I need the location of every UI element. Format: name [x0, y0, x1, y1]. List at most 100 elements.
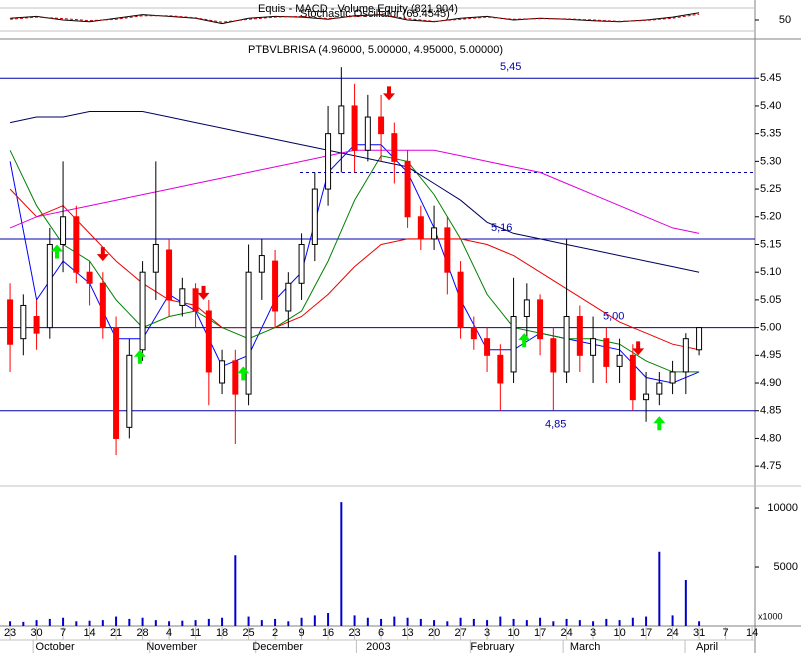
y-tick-label: 5.10 [760, 266, 781, 278]
candle-body [33, 316, 40, 334]
y-tick-label: 5.45 [760, 72, 781, 84]
candle-body [285, 282, 292, 312]
indicator-subtitle: Stochastic Oscillator (65.4545) [300, 8, 450, 20]
y-tick-label: 5.15 [760, 238, 781, 250]
y-tick-label: 4.90 [760, 377, 781, 389]
buy-arrow [518, 333, 531, 348]
candle-body [669, 371, 676, 384]
candle-body [417, 216, 424, 240]
candle-body [696, 327, 703, 351]
candle-body [73, 216, 80, 273]
month-label: February [470, 641, 515, 653]
month-label: December [252, 641, 303, 653]
candle-body [60, 216, 67, 245]
x-tick-label: 17 [534, 627, 546, 639]
x-tick-label: 16 [322, 627, 334, 639]
x-tick-label: 10 [507, 627, 519, 639]
candle-body [126, 354, 133, 428]
candle-body [192, 288, 199, 312]
candle-body [563, 316, 570, 373]
month-label: 2003 [366, 641, 390, 653]
sell-arrow [96, 247, 109, 262]
x-tick-label: 28 [136, 627, 148, 639]
x-tick-label: 18 [216, 627, 228, 639]
y-tick-label: 4.75 [760, 460, 781, 472]
candle-body [351, 105, 358, 151]
candle-body [219, 360, 226, 384]
y-tick-label: 5.35 [760, 128, 781, 140]
y-tick-label: 5.05 [760, 294, 781, 306]
reference-label: 5,45 [500, 61, 521, 73]
volume-unit: x1000 [758, 611, 783, 621]
y-tick-label: 5.20 [760, 211, 781, 223]
candle-body [590, 338, 597, 356]
candle-body [232, 360, 239, 395]
x-tick-label: 2 [272, 627, 278, 639]
candle-body [113, 327, 120, 439]
x-tick-label: 3 [484, 627, 490, 639]
x-tick-label: 13 [401, 627, 413, 639]
x-tick-label: 24 [560, 627, 572, 639]
x-tick-label: 23 [4, 627, 16, 639]
volume-tick-label: 5000 [774, 561, 798, 573]
indicator-line [10, 13, 700, 23]
y-tick-label: 50 [779, 14, 791, 26]
candle-body [537, 299, 544, 340]
candle-body [497, 354, 504, 384]
candle-body [457, 271, 464, 329]
x-tick-label: 20 [428, 627, 440, 639]
candle-body [272, 260, 279, 312]
sell-arrow [383, 86, 396, 101]
moving-average [9, 188, 700, 351]
candle-body [656, 382, 663, 395]
candle-body [523, 299, 530, 318]
x-tick-label: 7 [60, 627, 66, 639]
y-tick-label: 5.40 [760, 100, 781, 112]
candle-body [298, 243, 305, 284]
x-tick-label: 7 [723, 627, 729, 639]
buy-arrow [653, 416, 666, 431]
x-tick-label: 24 [666, 627, 678, 639]
candle-body [152, 243, 159, 273]
y-tick-label: 5.30 [760, 155, 781, 167]
candle-body [391, 133, 398, 162]
indicator-line [10, 12, 700, 25]
candle-body [603, 338, 610, 367]
month-label: October [36, 641, 75, 653]
candle-body [325, 133, 332, 190]
candle-body [616, 354, 623, 367]
candle-body [629, 354, 636, 401]
candle-body [258, 255, 265, 273]
candle-body [7, 299, 14, 345]
x-tick-label: 3 [590, 627, 596, 639]
x-tick-label: 25 [242, 627, 254, 639]
indicator-title: Equis - MACD - Volume Equity (821.904) [258, 3, 458, 15]
y-tick-label: 5.00 [760, 322, 781, 334]
x-tick-label: 14 [83, 627, 95, 639]
sell-arrow [197, 285, 210, 300]
candle-body [682, 338, 689, 373]
x-tick-label: 30 [30, 627, 42, 639]
candle-body [311, 188, 318, 245]
sell-arrow [632, 341, 645, 356]
x-tick-label: 27 [454, 627, 466, 639]
chart-title: PTBVLBRISA (4.96000, 5.00000, 4.95000, 5… [248, 44, 503, 56]
candle-body [86, 271, 93, 284]
moving-average [9, 150, 700, 373]
month-label: March [570, 641, 601, 653]
candle-body [166, 249, 173, 301]
candle-body [20, 304, 27, 340]
x-tick-label: 17 [640, 627, 652, 639]
candle-body [643, 393, 650, 401]
candle-body [576, 316, 583, 356]
x-tick-label: 4 [166, 627, 172, 639]
y-tick-label: 4.95 [760, 349, 781, 361]
buy-arrow [133, 349, 146, 364]
candle-body [470, 327, 477, 340]
candle-body [484, 338, 491, 356]
candle-body [510, 316, 517, 373]
x-tick-label: 23 [348, 627, 360, 639]
month-label: April [696, 641, 718, 653]
